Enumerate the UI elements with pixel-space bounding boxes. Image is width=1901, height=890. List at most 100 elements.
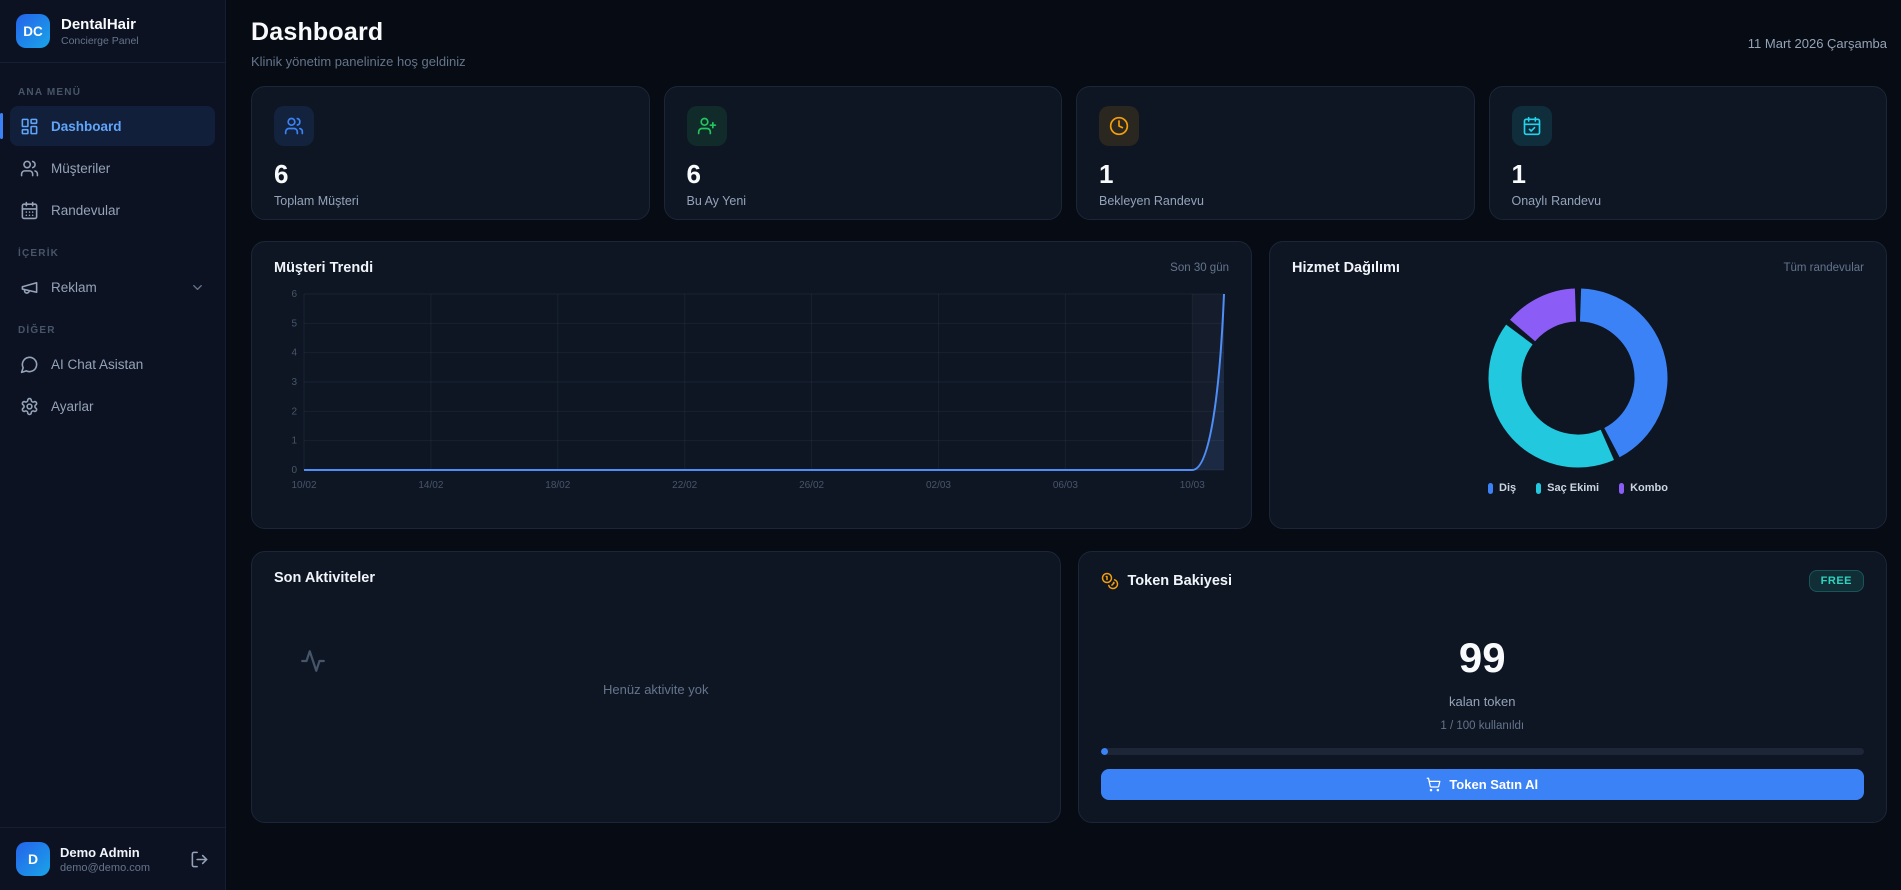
bottom-row: Son Aktiviteler Henüz aktivite yok Token… [251, 551, 1887, 823]
user-name: Demo Admin [60, 844, 140, 860]
sidebar-user: D Demo Admin demo@demo.com [0, 827, 225, 890]
svg-text:0: 0 [291, 465, 297, 476]
gear-icon [21, 397, 38, 415]
sidebar-item-label: Randevular [51, 202, 121, 218]
cart-icon [1426, 777, 1441, 792]
stat-value: 1 [1099, 159, 1114, 189]
stat-label: Toplam Müşteri [274, 194, 359, 208]
stat-card-bekleyen-randevu: 1 Bekleyen Randevu [1076, 86, 1475, 220]
stat-card-toplam-musteri: 6 Toplam Müşteri [251, 86, 650, 220]
token-title: Token Bakiyesi [1127, 573, 1233, 589]
stat-card-onayli-randevu: 1 Onaylı Randevu [1488, 86, 1887, 220]
sidebar-item-musteriler[interactable]: Müşteriler [10, 148, 215, 188]
legend-item-dis: Diş [1488, 482, 1516, 494]
charts-row: Müşteri Trendi Son 30 gün 0 1 2 3 4 5 6 10/02 14… [251, 241, 1887, 529]
legend-item-kombo: Kombo [1619, 482, 1668, 494]
stat-label: Onaylı Randevu [1511, 194, 1602, 208]
activity-pulse-icon [301, 650, 325, 672]
sidebar-item-label: Ayarlar [51, 398, 94, 414]
stat-value: 6 [686, 159, 701, 189]
brand: DC DentalHair Concierge Panel [0, 0, 225, 63]
activities-empty-text: Henüz aktivite yok [603, 682, 709, 697]
plan-badge: FREE [1808, 570, 1864, 592]
svg-text:10/03: 10/03 [1180, 480, 1205, 491]
stat-card-bu-ay-yeni: 6 Bu Ay Yeni [663, 86, 1062, 220]
legend-label: Diş [1499, 482, 1517, 494]
dashboard-grid-icon [21, 118, 38, 134]
svg-text:5: 5 [291, 318, 297, 329]
activities-title: Son Aktiviteler [274, 570, 375, 586]
page-title: Dashboard [251, 18, 384, 46]
token-balance-label: kalan token [1449, 694, 1516, 709]
sidebar-item-randevular[interactable]: Randevular [10, 190, 215, 230]
svg-text:6: 6 [291, 289, 297, 300]
line-chart: 0 1 2 3 4 5 6 10/02 14/02 18/02 22/02 26/02 02/03 06/… [291, 289, 1225, 491]
svg-text:2: 2 [291, 406, 297, 417]
svg-text:10/02: 10/02 [291, 480, 316, 491]
sidebar-item-ayarlar[interactable]: Ayarlar [10, 386, 215, 426]
brand-subtitle: Concierge Panel [61, 34, 139, 47]
legend-dot [1488, 482, 1493, 494]
donut-chart-period: Tüm randevular [1783, 262, 1864, 274]
nav-section-ana-menu: ANA MENÜ [18, 87, 82, 98]
svg-text:22/02: 22/02 [672, 480, 697, 491]
nav-section-icerik: İÇERİK [18, 248, 60, 259]
buy-token-button[interactable]: Token Satın Al [1100, 769, 1864, 800]
recent-activities-card: Son Aktiviteler Henüz aktivite yok [251, 551, 1061, 823]
brand-logo: DC [16, 14, 50, 48]
logout-icon[interactable] [190, 850, 209, 869]
calendar-check-icon-box [1511, 106, 1552, 146]
trend-chart-title: Müşteri Trendi [274, 260, 374, 276]
sidebar-item-label: Dashboard [51, 118, 122, 134]
customer-trend-card: Müşteri Trendi Son 30 gün 0 1 2 3 4 5 6 10/02 14… [251, 241, 1252, 529]
svg-text:14/02: 14/02 [418, 480, 443, 491]
svg-text:3: 3 [291, 377, 297, 388]
trend-chart-period: Son 30 gün [1170, 262, 1229, 274]
sidebar-nav: ANA MENÜ Dashboard Müşteriler Randevular… [0, 63, 225, 827]
user-plus-icon [697, 117, 716, 135]
sidebar-item-label: Müşteriler [51, 160, 111, 176]
sidebar-item-dashboard[interactable]: Dashboard [0, 106, 215, 146]
token-progress-bar [1100, 748, 1864, 755]
avatar-initial: D [27, 851, 39, 867]
token-usage-text: 1 / 100 kullanıldı [1440, 720, 1525, 732]
user-email: demo@demo.com [60, 861, 151, 874]
calendar-check-icon [1523, 116, 1540, 136]
token-progress-fill [1100, 748, 1109, 755]
avatar: D [16, 842, 50, 876]
brand-initials: DC [23, 23, 43, 39]
users-icon [20, 160, 39, 176]
page-subtitle: Klinik yönetim panelinize hoş geldiniz [251, 54, 466, 69]
clock-icon [1109, 116, 1129, 136]
page-header: Dashboard Klinik yönetim panelinize hoş … [251, 18, 1887, 69]
clock-icon-box [1099, 106, 1139, 146]
token-balance-value: 99 [1458, 634, 1506, 681]
page-date: 11 Mart 2026 Çarşamba [1747, 36, 1887, 51]
legend-item-sac-ekimi: Saç Ekimi [1536, 482, 1599, 494]
token-balance-card: Token Bakiyesi FREE 99 kalan token 1 / 1… [1077, 551, 1887, 823]
donut-chart [1488, 288, 1668, 468]
stats-row: 6 Toplam Müşteri 6 Bu Ay Yeni 1 Bekleyen… [251, 86, 1887, 220]
stat-value: 1 [1511, 159, 1526, 189]
stat-label: Bu Ay Yeni [686, 194, 747, 208]
sidebar-item-label: Reklam [51, 279, 97, 295]
sidebar-item-reklam[interactable]: Reklam [10, 267, 215, 307]
donut-legend: Diş Saç Ekimi Kombo [1292, 482, 1864, 494]
users-icon [284, 117, 304, 135]
stat-label: Bekleyen Randevu [1099, 194, 1204, 208]
sidebar: DC DentalHair Concierge Panel ANA MENÜ D… [0, 0, 226, 890]
legend-dot [1619, 482, 1625, 494]
legend-label: Saç Ekimi [1547, 482, 1600, 494]
nav-section-diger: DİĞER [18, 325, 56, 336]
legend-dot [1536, 482, 1542, 494]
legend-label: Kombo [1630, 482, 1668, 494]
buy-token-label: Token Satın Al [1449, 777, 1539, 792]
chevron-down-icon [193, 284, 202, 290]
svg-text:4: 4 [291, 348, 297, 359]
svg-text:1: 1 [291, 436, 297, 447]
user-plus-icon-box [686, 106, 727, 146]
users-icon-box [274, 106, 314, 146]
brand-name: DentalHair [61, 15, 137, 33]
sidebar-item-ai-chat-asistan[interactable]: AI Chat Asistan [10, 344, 215, 384]
calendar-icon [21, 201, 38, 219]
